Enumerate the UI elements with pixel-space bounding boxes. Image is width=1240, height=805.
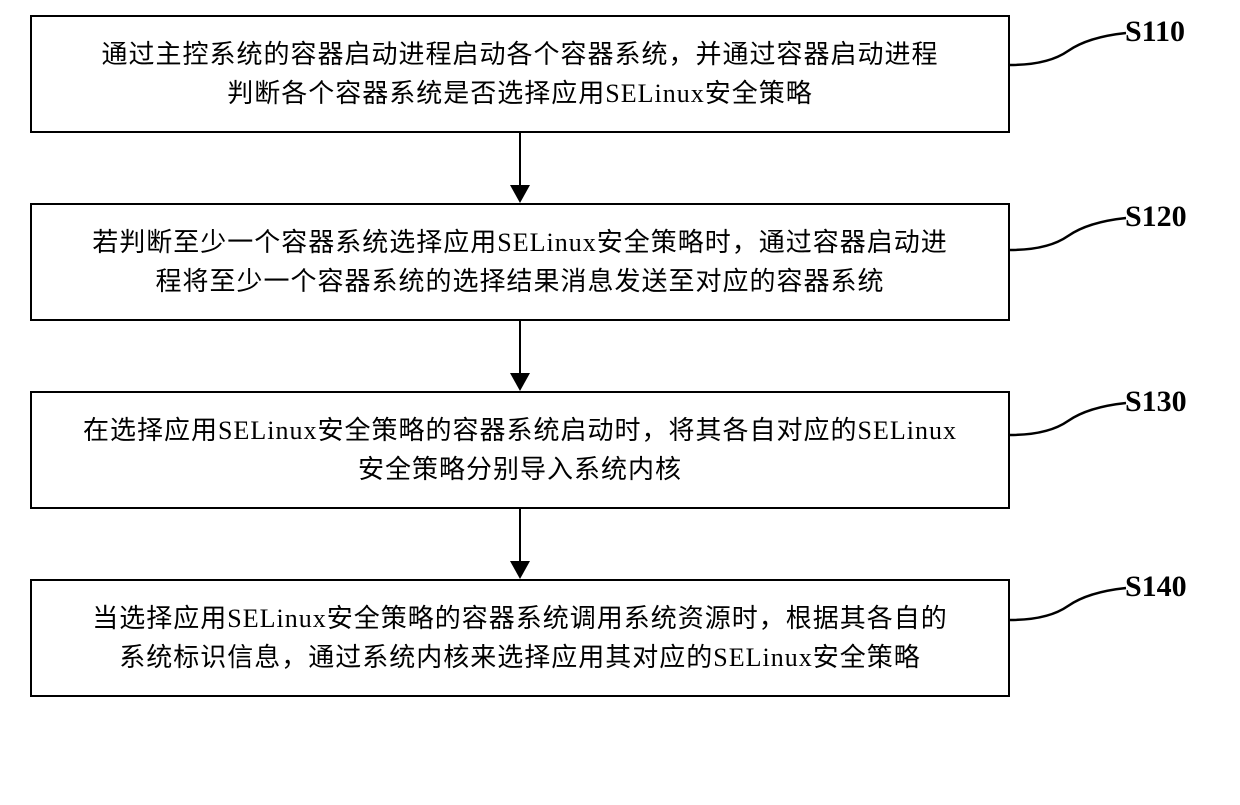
arrow-connector-1 xyxy=(30,133,1010,203)
arrow-connector-3 xyxy=(30,509,1010,579)
text-line-2: 判断各个容器系统是否选择应用SELinux安全策略 xyxy=(227,79,812,108)
text-line-2: 系统标识信息，通过系统内核来选择应用其对应的SELinux安全策略 xyxy=(119,643,920,672)
arrow-head-icon xyxy=(510,561,530,579)
arrow-connector-2 xyxy=(30,321,1010,391)
arrow-line xyxy=(519,321,521,375)
arrow-head-icon xyxy=(510,373,530,391)
text-line-1: 通过主控系统的容器启动进程启动各个容器系统，并通过容器启动进程 xyxy=(101,40,938,69)
flow-step-s130: 在选择应用SELinux安全策略的容器系统启动时，将其各自对应的SELinux … xyxy=(30,391,1010,509)
step-label-s120: S120 xyxy=(1125,200,1187,234)
text-line-1: 当选择应用SELinux安全策略的容器系统调用系统资源时，根据其各自的 xyxy=(92,604,947,633)
flow-step-text: 在选择应用SELinux安全策略的容器系统启动时，将其各自对应的SELinux … xyxy=(62,411,978,489)
arrow-line xyxy=(519,133,521,187)
text-line-2: 程将至少一个容器系统的选择结果消息发送至对应的容器系统 xyxy=(155,267,884,296)
bracket-connector-s120 xyxy=(1008,208,1128,268)
flow-step-text: 若判断至少一个容器系统选择应用SELinux安全策略时，通过容器启动进 程将至少… xyxy=(62,223,978,301)
step-label-s140: S140 xyxy=(1125,570,1187,604)
flow-step-text: 当选择应用SELinux安全策略的容器系统调用系统资源时，根据其各自的 系统标识… xyxy=(62,599,978,677)
step-label-s110: S110 xyxy=(1125,15,1185,49)
step-label-s130: S130 xyxy=(1125,385,1187,419)
flow-step-s110: 通过主控系统的容器启动进程启动各个容器系统，并通过容器启动进程 判断各个容器系统… xyxy=(30,15,1010,133)
arrow-line xyxy=(519,509,521,563)
bracket-connector-s130 xyxy=(1008,393,1128,453)
text-line-1: 在选择应用SELinux安全策略的容器系统启动时，将其各自对应的SELinux xyxy=(83,416,957,445)
arrow-head-icon xyxy=(510,185,530,203)
text-line-1: 若判断至少一个容器系统选择应用SELinux安全策略时，通过容器启动进 xyxy=(92,228,947,257)
bracket-connector-s140 xyxy=(1008,578,1128,638)
flowchart-container: 通过主控系统的容器启动进程启动各个容器系统，并通过容器启动进程 判断各个容器系统… xyxy=(30,15,1210,697)
bracket-connector-s110 xyxy=(1008,23,1128,83)
flow-step-text: 通过主控系统的容器启动进程启动各个容器系统，并通过容器启动进程 判断各个容器系统… xyxy=(62,35,978,113)
text-line-2: 安全策略分别导入系统内核 xyxy=(358,455,682,484)
flow-step-s120: 若判断至少一个容器系统选择应用SELinux安全策略时，通过容器启动进 程将至少… xyxy=(30,203,1010,321)
flow-step-s140: 当选择应用SELinux安全策略的容器系统调用系统资源时，根据其各自的 系统标识… xyxy=(30,579,1010,697)
